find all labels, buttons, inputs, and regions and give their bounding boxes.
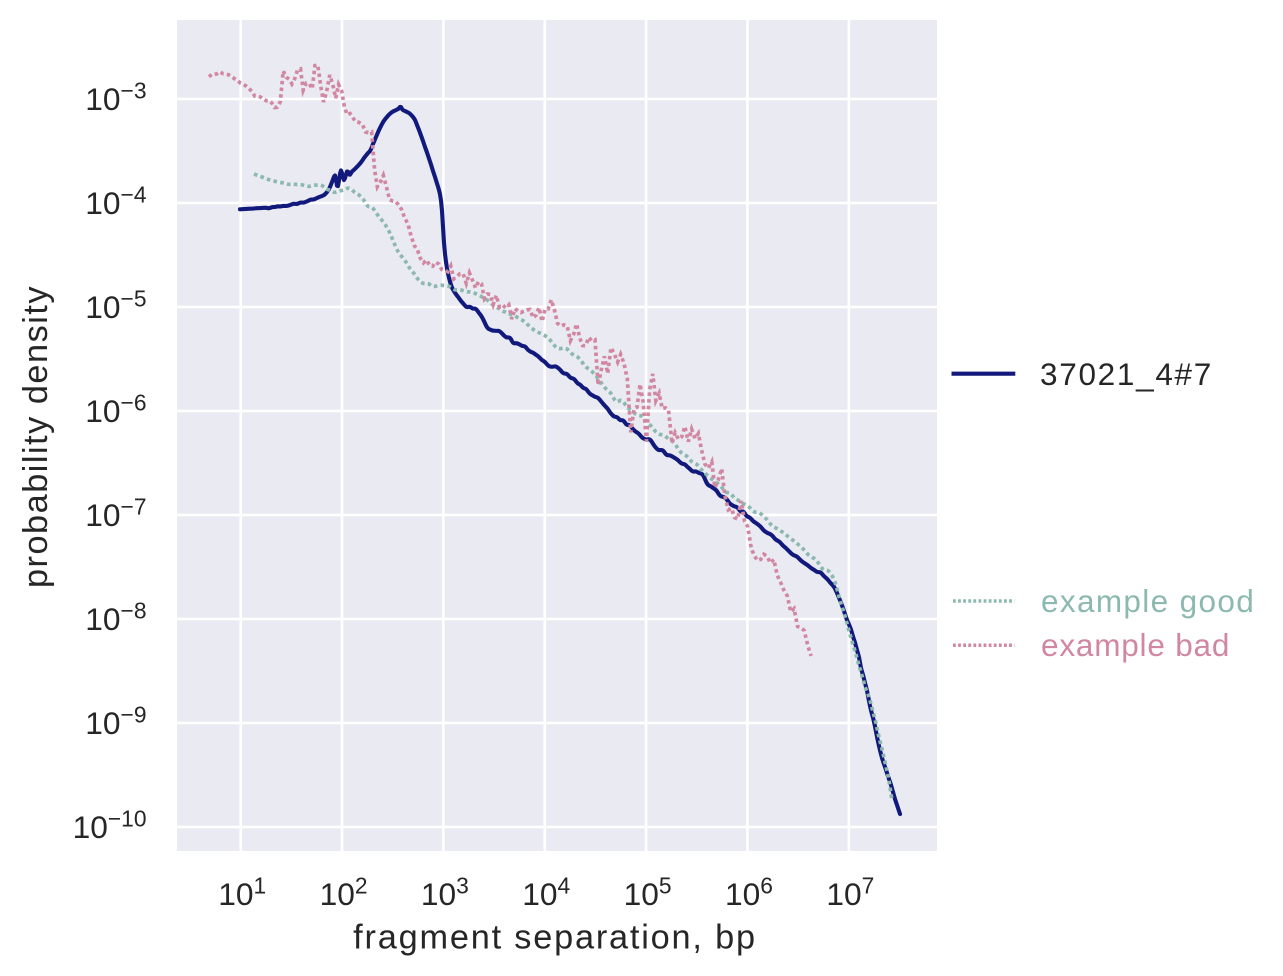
svg-text:10−3: 10−3	[85, 78, 146, 118]
svg-text:37021_4#7: 37021_4#7	[1040, 356, 1213, 392]
svg-text:example good: example good	[1041, 583, 1255, 619]
svg-text:fragment separation, bp: fragment separation, bp	[353, 919, 757, 957]
svg-text:probability density: probability density	[17, 285, 55, 588]
svg-text:102: 102	[320, 873, 368, 913]
svg-text:example bad: example bad	[1041, 627, 1230, 663]
